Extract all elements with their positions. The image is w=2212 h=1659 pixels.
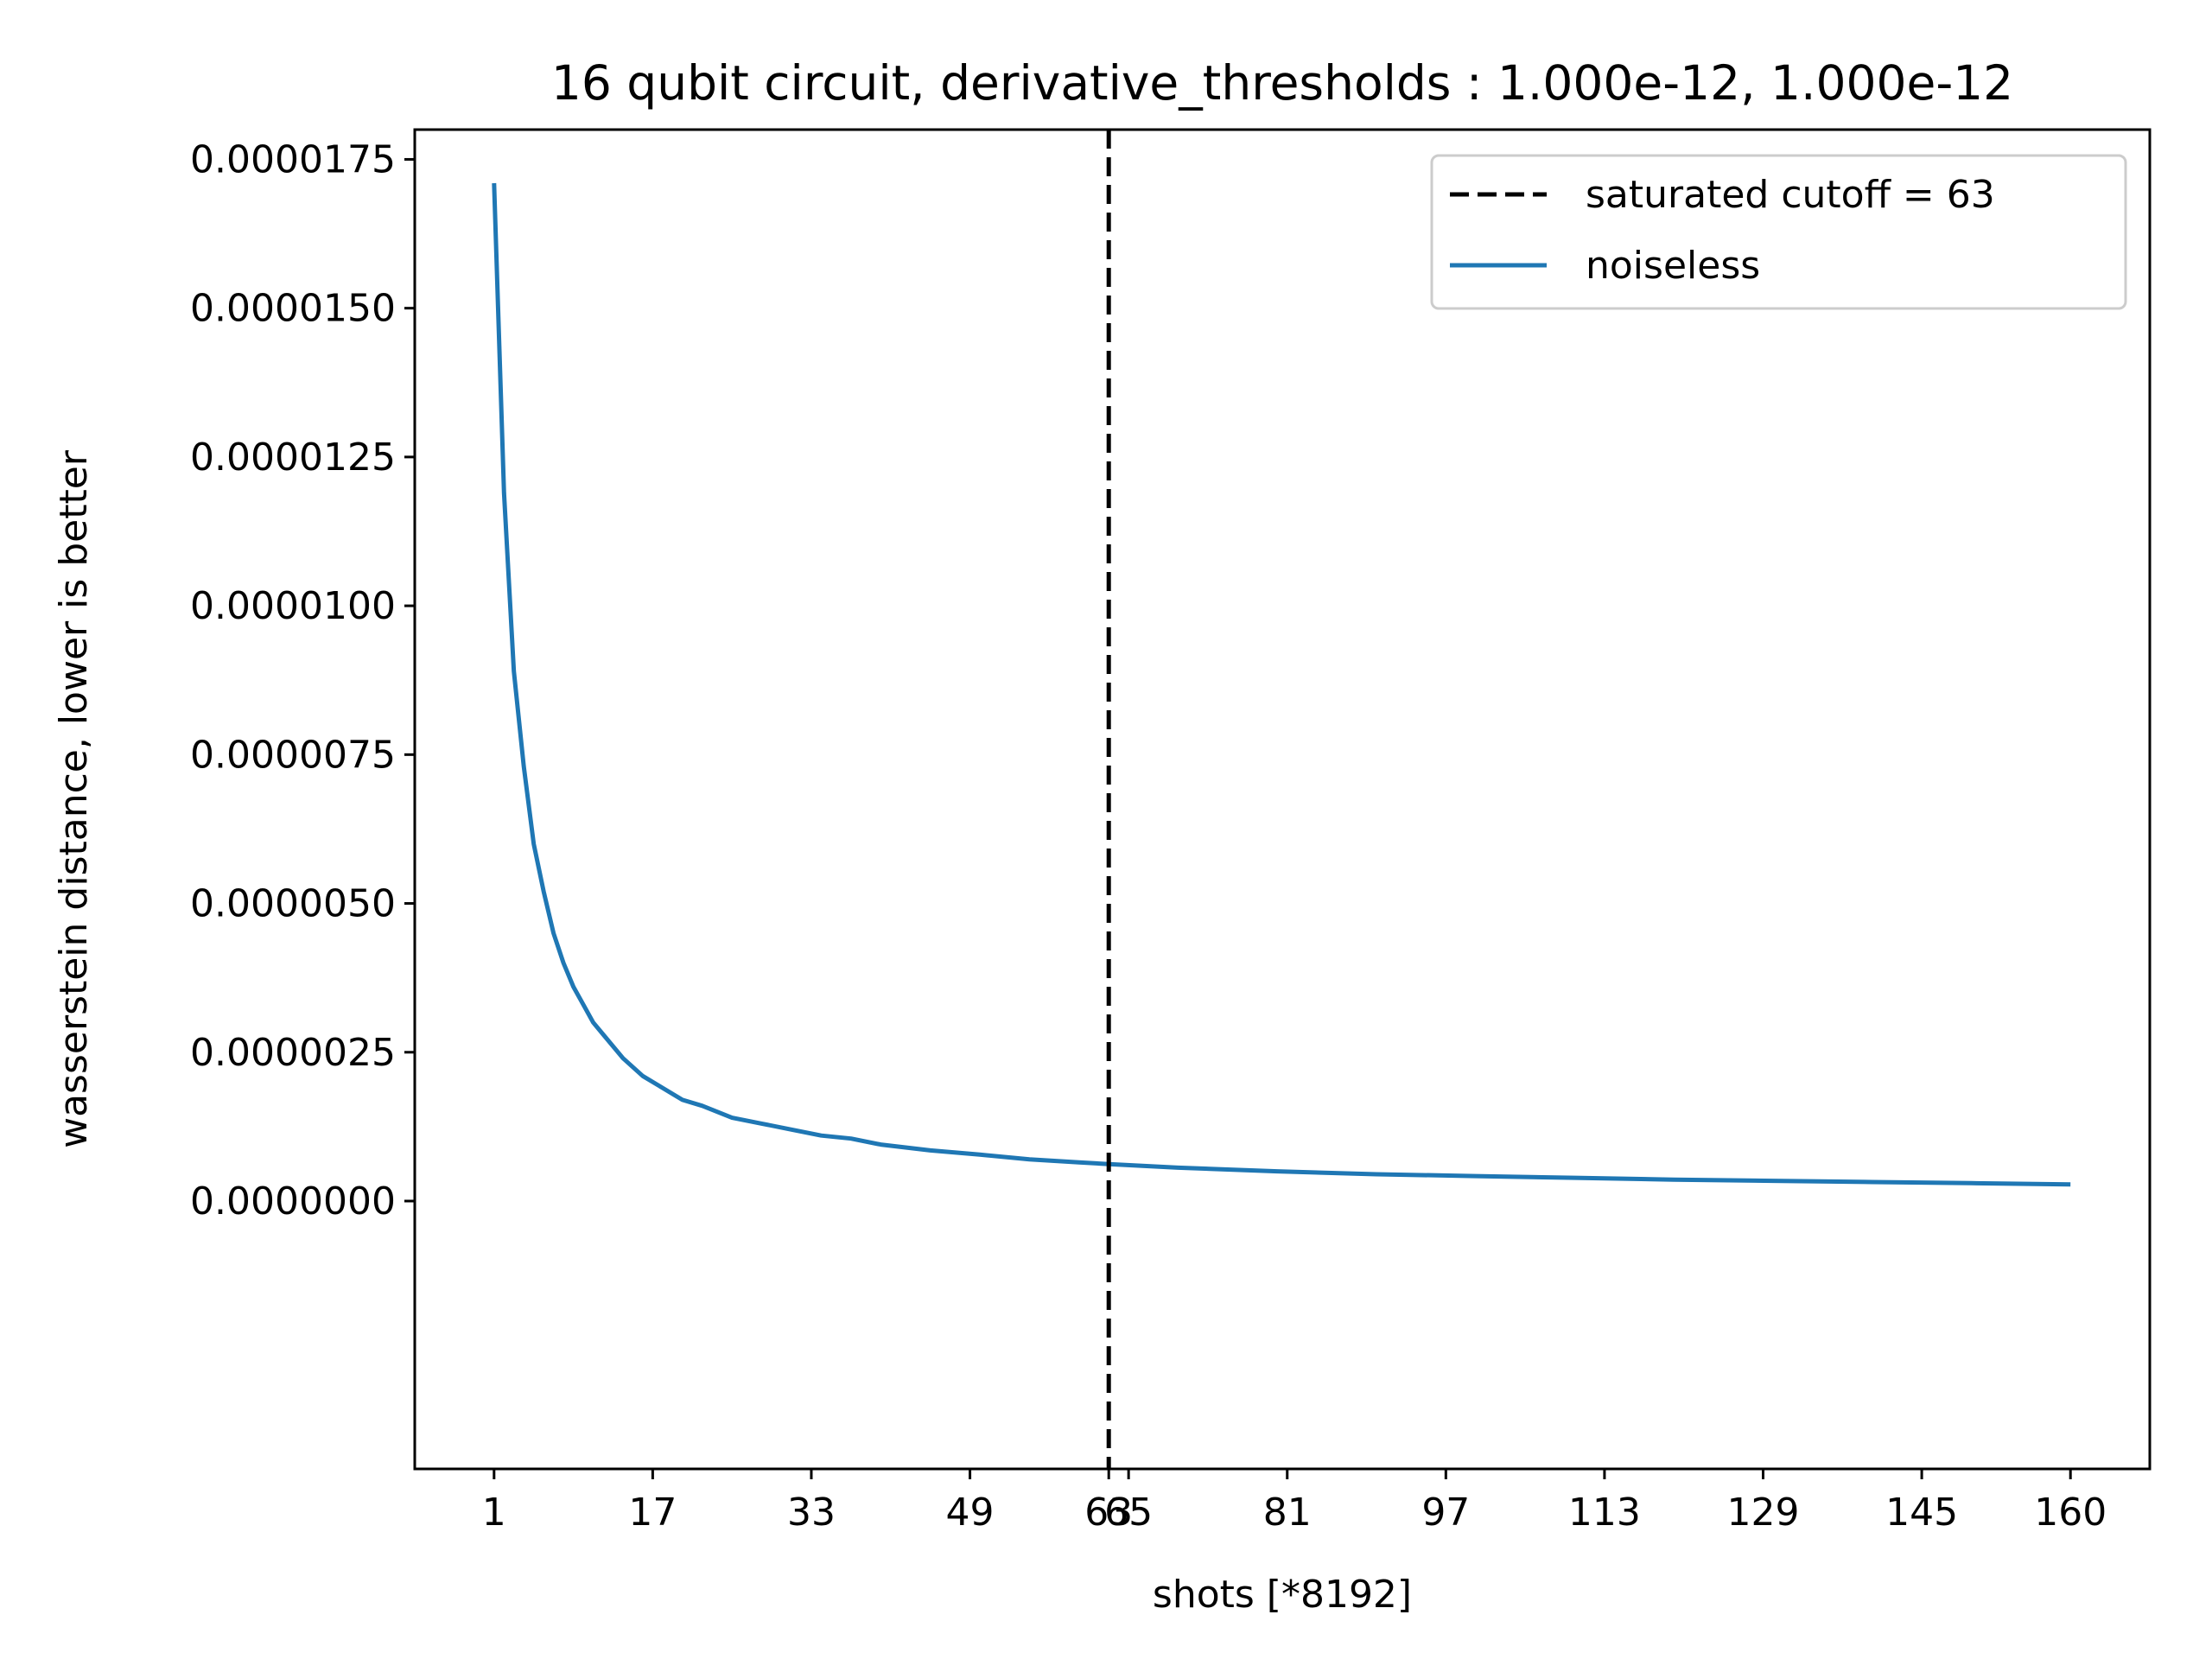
y-tick-label: 0.0000000 — [190, 1179, 396, 1224]
x-tick-label: 113 — [1568, 1491, 1641, 1535]
legend: saturated cutoff = 63 noiseless — [1430, 154, 2127, 310]
y-axis-ticks: 0.0000000 0.0000025 0.0000050 0.0000075 0.00… — [190, 137, 415, 1224]
x-tick-label: 33 — [787, 1491, 836, 1535]
x-tick-label: 160 — [2034, 1491, 2107, 1535]
chart-title: 16 qubit circuit, derivative_thresholds … — [551, 55, 2013, 111]
y-tick-label: 0.0000075 — [190, 733, 396, 777]
y-tick-label: 0.0000125 — [190, 435, 396, 480]
x-tick-label: 65 — [1104, 1491, 1153, 1535]
x-tick-label: 1 — [482, 1491, 506, 1535]
y-tick-label: 0.0000100 — [190, 584, 396, 628]
x-tick-label: 49 — [946, 1491, 995, 1535]
x-tick-label: 17 — [628, 1491, 677, 1535]
x-axis-label: shots [*8192] — [1153, 1573, 1412, 1617]
axes-frame — [413, 128, 2152, 1471]
y-axis-label: wasserstein distance, lower is better — [52, 449, 96, 1148]
y-tick-label: 0.0000150 — [190, 287, 396, 331]
legend-item-noiseless: noiseless — [1586, 244, 1760, 288]
x-tick-label: 81 — [1263, 1491, 1312, 1535]
y-tick-label: 0.0000175 — [190, 137, 396, 181]
plot-lines — [492, 130, 2071, 1469]
legend-box — [1430, 154, 2127, 310]
plot-area: 0.0000000 0.0000025 0.0000050 0.0000075 0.00… — [190, 128, 2152, 1535]
y-tick-label: 0.0000025 — [190, 1031, 396, 1075]
x-tick-label: 145 — [1885, 1491, 1958, 1535]
x-tick-label: 63 — [1084, 1491, 1133, 1535]
series-line-noiseless — [492, 182, 2071, 1187]
y-tick-label: 0.0000050 — [190, 882, 396, 926]
legend-item-saturated-cutoff: saturated cutoff = 63 — [1586, 173, 1995, 217]
x-tick-label: 129 — [1727, 1491, 1800, 1535]
x-tick-label: 97 — [1421, 1491, 1470, 1535]
